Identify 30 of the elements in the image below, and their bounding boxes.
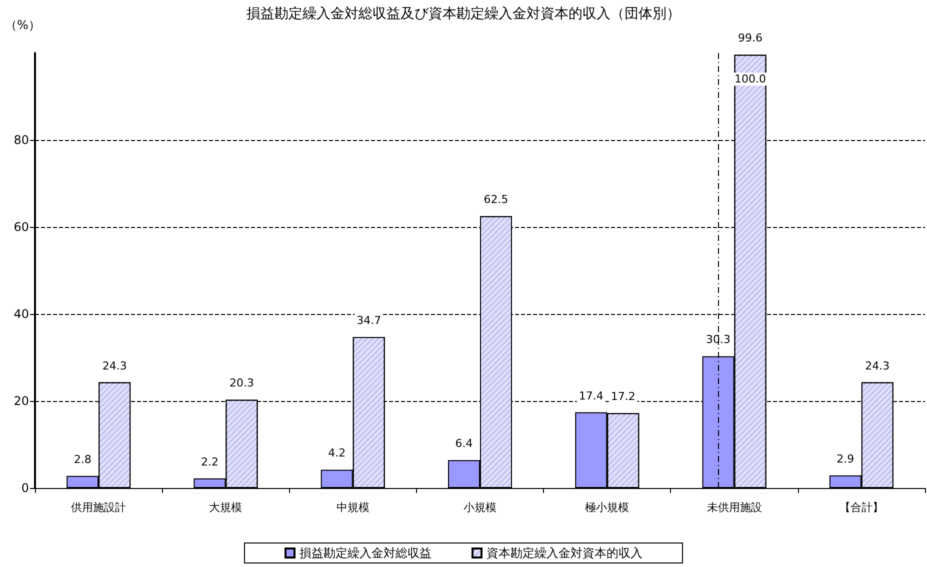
- data-label: 2.2: [200, 455, 218, 468]
- x-tick-label: 小規模: [464, 501, 496, 514]
- annotation: 100.0: [734, 72, 766, 86]
- data-label: 34.7: [356, 314, 382, 328]
- y-tick-label: 60: [14, 220, 29, 234]
- y-tick-label: 40: [14, 307, 29, 321]
- y-axis-title: （%）: [5, 18, 40, 32]
- legend-label: 損益勘定繰入金対総収益: [300, 546, 432, 560]
- legend-label: 資本勘定繰入金対資本的収入: [486, 546, 642, 560]
- y-tick-label: 80: [14, 133, 29, 147]
- x-tick-label: 中規模: [336, 501, 370, 514]
- data-label: 20.3: [229, 376, 254, 390]
- data-label: 17.2: [610, 390, 636, 404]
- y-tick-label: 20: [14, 394, 29, 408]
- data-label: 17.4: [578, 389, 604, 402]
- x-tick-label: 【合計】: [839, 501, 884, 514]
- x-tick-label: 未供用施設: [706, 501, 762, 514]
- x-tick-label: 供用施設計: [71, 501, 126, 514]
- x-tick-label: 大規模: [209, 501, 242, 514]
- data-label: 99.6: [738, 32, 763, 45]
- x-tick-label: 極小規模: [585, 501, 630, 514]
- data-label: 6.4: [455, 437, 473, 450]
- data-label: 4.2: [328, 446, 346, 460]
- data-label: 2.8: [74, 452, 92, 466]
- data-label: 24.3: [102, 359, 127, 372]
- data-label: 2.9: [836, 452, 854, 466]
- y-tick-label: 0: [21, 481, 29, 495]
- chart-title: 損益勘定繰入金対総収益及び資本勘定繰入金対資本的収入（団体別）: [246, 6, 680, 22]
- data-label: 24.3: [865, 359, 890, 372]
- data-label: 62.5: [484, 193, 508, 206]
